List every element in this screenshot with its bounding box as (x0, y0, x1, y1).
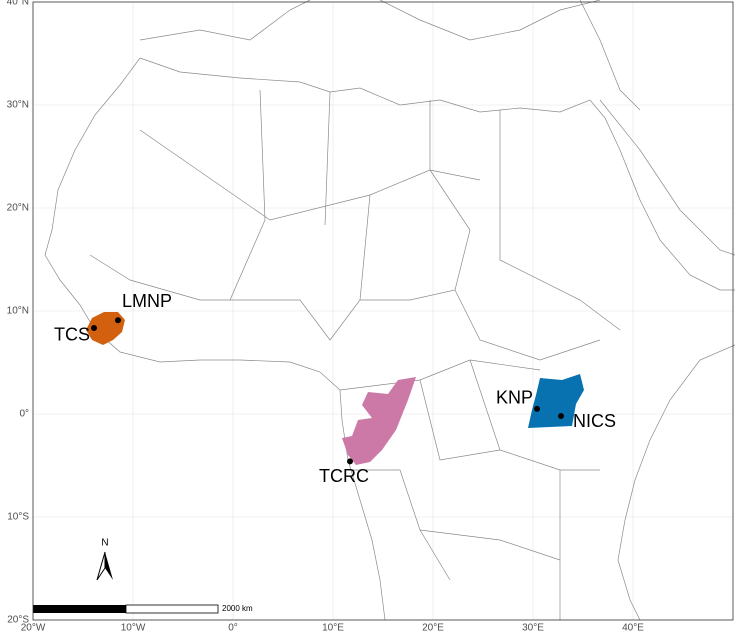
site-label: TCS (54, 325, 90, 345)
site-label: KNP (496, 388, 533, 408)
site-point (91, 324, 97, 331)
uganda (528, 374, 584, 428)
panel-border (32, 1, 734, 621)
north-arrow-right (105, 552, 113, 580)
x-tick-label: 20°W (21, 623, 46, 633)
y-tick-label: 10°S (7, 512, 29, 523)
north-arrow: N (96, 538, 113, 581)
sites: LMNP TCS TCRC KNP NICS (54, 291, 616, 486)
republic-of-congo (342, 377, 416, 465)
site-label: TCRC (319, 466, 369, 486)
x-tick-label: 10°W (121, 623, 146, 633)
scale-black (33, 605, 126, 613)
y-tick-label: 40°N (7, 0, 29, 8)
site-point (558, 413, 564, 420)
land (44, 0, 735, 621)
north-label: N (101, 538, 108, 549)
north-arrow-left (96, 551, 106, 581)
site-point (534, 405, 540, 412)
y-tick-label: 20°N (7, 203, 29, 214)
x-tick-label: 10°E (322, 623, 344, 633)
y-tick-label: 0° (19, 409, 29, 420)
coastline (44, 57, 735, 621)
site-label: LMNP (122, 291, 172, 311)
x-tick-label: 0° (228, 623, 238, 633)
y-tick-label: 20°S (7, 615, 29, 626)
x-tick-label: 30°E (522, 623, 544, 633)
x-tick-label: 20°E (422, 623, 444, 633)
scale-bar: 2000 km (33, 604, 253, 614)
x-tick-label: 40°E (622, 623, 644, 633)
borders (89, 89, 621, 620)
scale-label: 2000 km (222, 604, 253, 613)
site-label: NICS (573, 411, 616, 431)
site-point (347, 458, 353, 465)
scale-white (125, 604, 219, 614)
arabia-coast (579, 0, 735, 256)
y-tick-label: 10°N (7, 306, 29, 317)
europe-coast (139, 0, 601, 41)
site-point (115, 317, 121, 324)
y-tick-label: 30°N (7, 100, 29, 111)
